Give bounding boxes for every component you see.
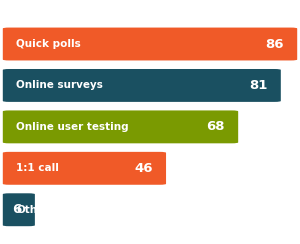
FancyBboxPatch shape bbox=[3, 152, 166, 185]
Text: Other: Other bbox=[16, 205, 50, 215]
FancyBboxPatch shape bbox=[3, 28, 297, 61]
FancyBboxPatch shape bbox=[3, 193, 35, 226]
Text: 81: 81 bbox=[249, 79, 268, 92]
Text: 46: 46 bbox=[134, 162, 153, 175]
Text: 1:1 call: 1:1 call bbox=[16, 163, 59, 173]
Text: 68: 68 bbox=[206, 120, 225, 133]
Text: 86: 86 bbox=[266, 38, 284, 51]
Text: Quick polls: Quick polls bbox=[16, 39, 81, 49]
FancyBboxPatch shape bbox=[3, 69, 281, 102]
Text: Online user testing: Online user testing bbox=[16, 122, 129, 132]
FancyBboxPatch shape bbox=[3, 111, 238, 143]
Text: Online surveys: Online surveys bbox=[16, 81, 103, 91]
Text: 6: 6 bbox=[12, 203, 22, 216]
